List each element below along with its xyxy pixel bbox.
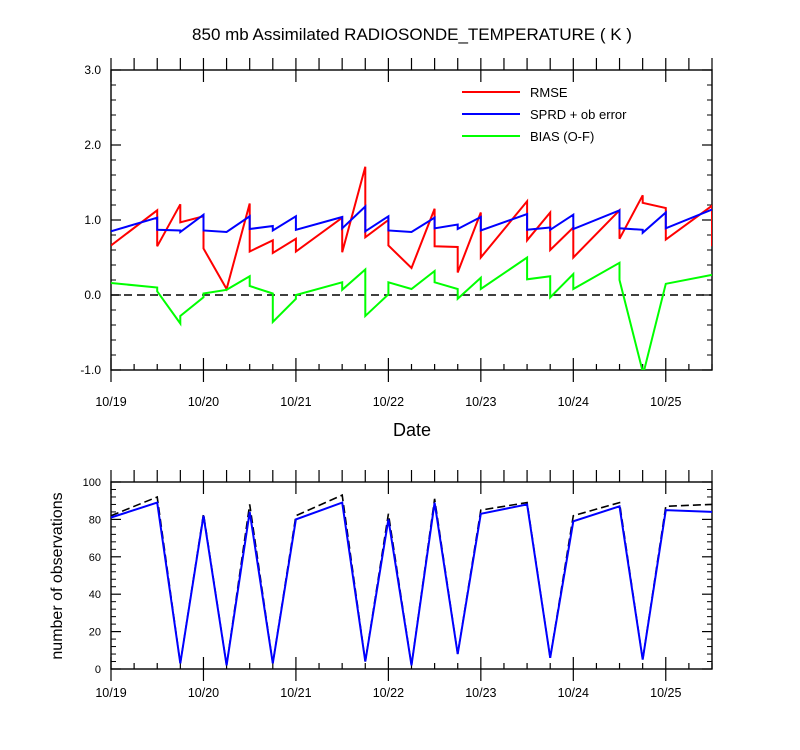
top-series-group [111, 166, 712, 370]
bottom-ytick-label: 0 [95, 664, 101, 676]
top-ytick-label: 0.0 [84, 288, 101, 302]
bottom-ytick-label: 20 [89, 627, 101, 639]
top-y-axis: -1.0 0.0 1.0 2.0 3.0 [80, 63, 712, 377]
bottom-xtick-label: 10/25 [650, 686, 681, 700]
bottom-x-axis: 10/19 10/20 10/21 10/22 10/23 10/24 10/25 [95, 686, 681, 700]
top-xtick-label: 10/23 [465, 395, 496, 409]
top-xtick-label: 10/25 [650, 395, 681, 409]
top-ytick-label: 1.0 [84, 213, 101, 227]
bottom-y-axis: 0 20 40 60 80 100 [83, 477, 712, 676]
top-minor-ticks [110, 58, 713, 382]
legend-label: BIAS (O-F) [530, 129, 594, 144]
top-xtick-label: 10/19 [95, 395, 126, 409]
legend-label: SPRD + ob error [530, 107, 627, 122]
top-x-axis: 10/19 10/20 10/21 10/22 10/23 10/24 10/25 [95, 395, 681, 409]
legend-label: RMSE [530, 85, 568, 100]
top-xtick-label: 10/24 [558, 395, 589, 409]
bottom-xtick-label: 10/21 [280, 686, 311, 700]
bottom-xtick-label: 10/19 [95, 686, 126, 700]
top-panel: -1.00.01.02.03.0 10/19 10/20 10/21 10/22 10/… [80, 58, 713, 440]
bottom-xtick-label: 10/22 [373, 686, 404, 700]
bottom-xtick-label: 10/23 [465, 686, 496, 700]
chart-title: 850 mb Assimilated RADIOSONDE_TEMPERATUR… [192, 25, 632, 44]
bottom-plot-frame [110, 481, 713, 670]
bottom-ytick-label: 100 [83, 477, 101, 489]
legend: RMSE SPRD + ob error BIAS (O-F) [462, 85, 627, 144]
bottom-series-observations-assimilated [110, 501, 713, 666]
x-axis-label: Date [393, 420, 431, 440]
top-series-bias-o-f [111, 255, 712, 370]
top-ytick-label: 2.0 [84, 138, 101, 152]
bottom-minor-ticks [110, 470, 713, 681]
top-series-sprd-ob-error [111, 204, 712, 236]
bottom-ytick-label: 60 [89, 552, 101, 564]
bottom-ytick-label: 40 [89, 589, 101, 601]
top-xtick-label: 10/22 [373, 395, 404, 409]
top-xtick-label: 10/21 [280, 395, 311, 409]
top-xtick-label: 10/20 [188, 395, 219, 409]
bottom-series-group [110, 493, 713, 666]
bottom-ytick-label: 80 [89, 514, 101, 526]
bottom-xtick-label: 10/24 [558, 686, 589, 700]
top-ytick-label: -1.0 [80, 363, 101, 377]
y-axis-label-observations: number of observations [49, 492, 66, 659]
bottom-xtick-label: 10/20 [188, 686, 219, 700]
top-ytick-label: 3.0 [84, 63, 101, 77]
